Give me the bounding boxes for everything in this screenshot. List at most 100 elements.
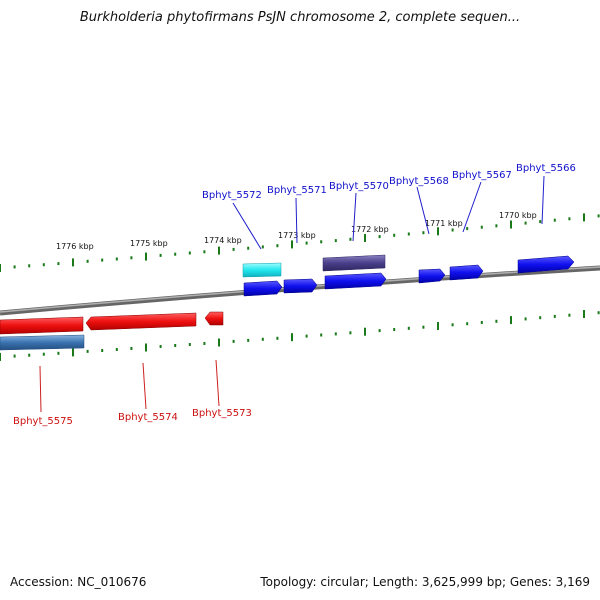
major-tick: [218, 338, 220, 347]
gene-label-bphyt-5573[interactable]: Bphyt_5573: [192, 408, 252, 419]
major-tick: [583, 310, 585, 318]
major-tick: [72, 258, 74, 267]
minor-tick: [203, 342, 206, 345]
reverse-label-connectors: [39, 359, 220, 413]
gene-label-bphyt-5567[interactable]: Bphyt_5567: [452, 170, 512, 181]
minor-tick: [28, 264, 31, 268]
gene-arrow-bphyt-5573[interactable]: [204, 311, 224, 326]
minor-tick: [539, 220, 542, 224]
forward-gene-labels: Bphyt_5572 Bphyt_5571 Bphyt_5570 Bphyt_5…: [202, 163, 576, 201]
minor-tick: [276, 244, 279, 248]
major-tick: [364, 234, 366, 242]
minor-tick: [378, 329, 381, 333]
gene-arrow-bphyt-5575[interactable]: [0, 316, 84, 335]
gene-arrow-bphyt-5568[interactable]: [418, 268, 446, 284]
minor-tick: [203, 250, 206, 254]
gene-label-bphyt-5574[interactable]: Bphyt_5574: [118, 412, 178, 423]
minor-tick: [247, 246, 250, 250]
minor-tick: [466, 227, 469, 231]
scale-label-1776: 1776 kbp: [56, 242, 94, 251]
gene-label-bphyt-5566[interactable]: Bphyt_5566: [516, 163, 576, 174]
major-tick: [218, 246, 220, 255]
gene-label-bphyt-5570[interactable]: Bphyt_5570: [329, 181, 389, 192]
minor-tick: [115, 348, 118, 351]
minor-tick: [42, 352, 45, 356]
gene-arrow-bphyt-5570[interactable]: [324, 272, 387, 290]
gene-arrow-bphyt-5566[interactable]: [517, 255, 575, 274]
major-tick: [583, 213, 585, 222]
minor-tick: [466, 322, 469, 326]
minor-tick: [13, 354, 16, 358]
minor-tick: [188, 343, 191, 346]
feature-cyan[interactable]: [242, 262, 282, 278]
feature-steel[interactable]: [0, 334, 85, 351]
minor-tick: [276, 336, 279, 340]
reverse-genes: [0, 311, 224, 335]
minor-tick: [422, 231, 425, 235]
gene-arrow-bphyt-5567[interactable]: [449, 264, 484, 281]
gene-label-bphyt-5575[interactable]: Bphyt_5575: [13, 416, 73, 427]
minor-tick: [524, 221, 527, 225]
minor-tick: [232, 247, 235, 251]
minor-tick: [393, 233, 396, 237]
gene-arrow-bphyt-5572[interactable]: [243, 280, 283, 297]
major-tick: [437, 322, 439, 330]
scale-track-upper: [0, 213, 600, 272]
minor-tick: [393, 328, 396, 331]
minor-tick: [174, 344, 177, 347]
minor-tick: [597, 311, 600, 315]
scale-label-1774: 1774 kbp: [204, 236, 242, 245]
minor-tick: [57, 351, 60, 355]
minor-tick: [115, 257, 118, 261]
minor-tick: [261, 245, 264, 249]
minor-tick: [451, 228, 454, 232]
minor-tick: [349, 237, 352, 241]
minor-tick: [320, 240, 323, 244]
major-tick: [510, 316, 512, 325]
gene-arrow-bphyt-5574[interactable]: [85, 312, 197, 331]
minor-tick: [159, 345, 162, 348]
minor-tick: [261, 337, 264, 341]
minor-tick: [407, 326, 410, 330]
gene-label-bphyt-5571[interactable]: Bphyt_5571: [267, 185, 327, 196]
minor-tick: [480, 225, 483, 229]
feature-slate[interactable]: [322, 254, 386, 272]
major-tick: [145, 252, 147, 261]
minor-tick: [320, 333, 323, 337]
minor-tick: [159, 253, 162, 257]
minor-tick: [86, 349, 89, 353]
reverse-gene-labels: Bphyt_5575 Bphyt_5574 Bphyt_5573: [13, 408, 252, 427]
scale-label-1771: 1771 kbp: [425, 219, 463, 228]
minor-tick: [568, 217, 571, 221]
major-tick: [510, 220, 512, 229]
minor-tick: [13, 265, 16, 269]
minor-tick: [28, 353, 31, 357]
major-tick: [72, 348, 74, 357]
scale-label-1772: 1772 kbp: [351, 225, 389, 234]
minor-tick: [451, 323, 454, 327]
major-tick: [291, 333, 293, 342]
minor-tick: [334, 239, 337, 243]
forward-label-connectors: [232, 175, 545, 250]
forward-genes: [243, 255, 575, 297]
minor-tick: [553, 314, 556, 318]
scale-label-1770: 1770 kbp: [499, 211, 537, 220]
minor-tick: [130, 256, 133, 260]
minor-tick: [42, 263, 45, 267]
map-title: Burkholderia phytofirmans PsJN chromosom…: [79, 10, 521, 25]
minor-tick: [247, 338, 250, 342]
minor-tick: [57, 262, 60, 266]
scale-label-1775: 1775 kbp: [130, 239, 168, 248]
gene-arrow-bphyt-5571[interactable]: [283, 278, 318, 294]
minor-tick: [334, 332, 337, 336]
gene-label-bphyt-5572[interactable]: Bphyt_5572: [202, 190, 262, 201]
minor-tick: [101, 349, 104, 352]
minor-tick: [422, 325, 425, 329]
major-tick: [0, 264, 1, 272]
gene-label-bphyt-5568[interactable]: Bphyt_5568: [389, 176, 449, 187]
major-tick: [145, 343, 147, 352]
minor-tick: [188, 251, 191, 255]
minor-tick: [232, 339, 235, 343]
minor-tick: [349, 331, 352, 335]
